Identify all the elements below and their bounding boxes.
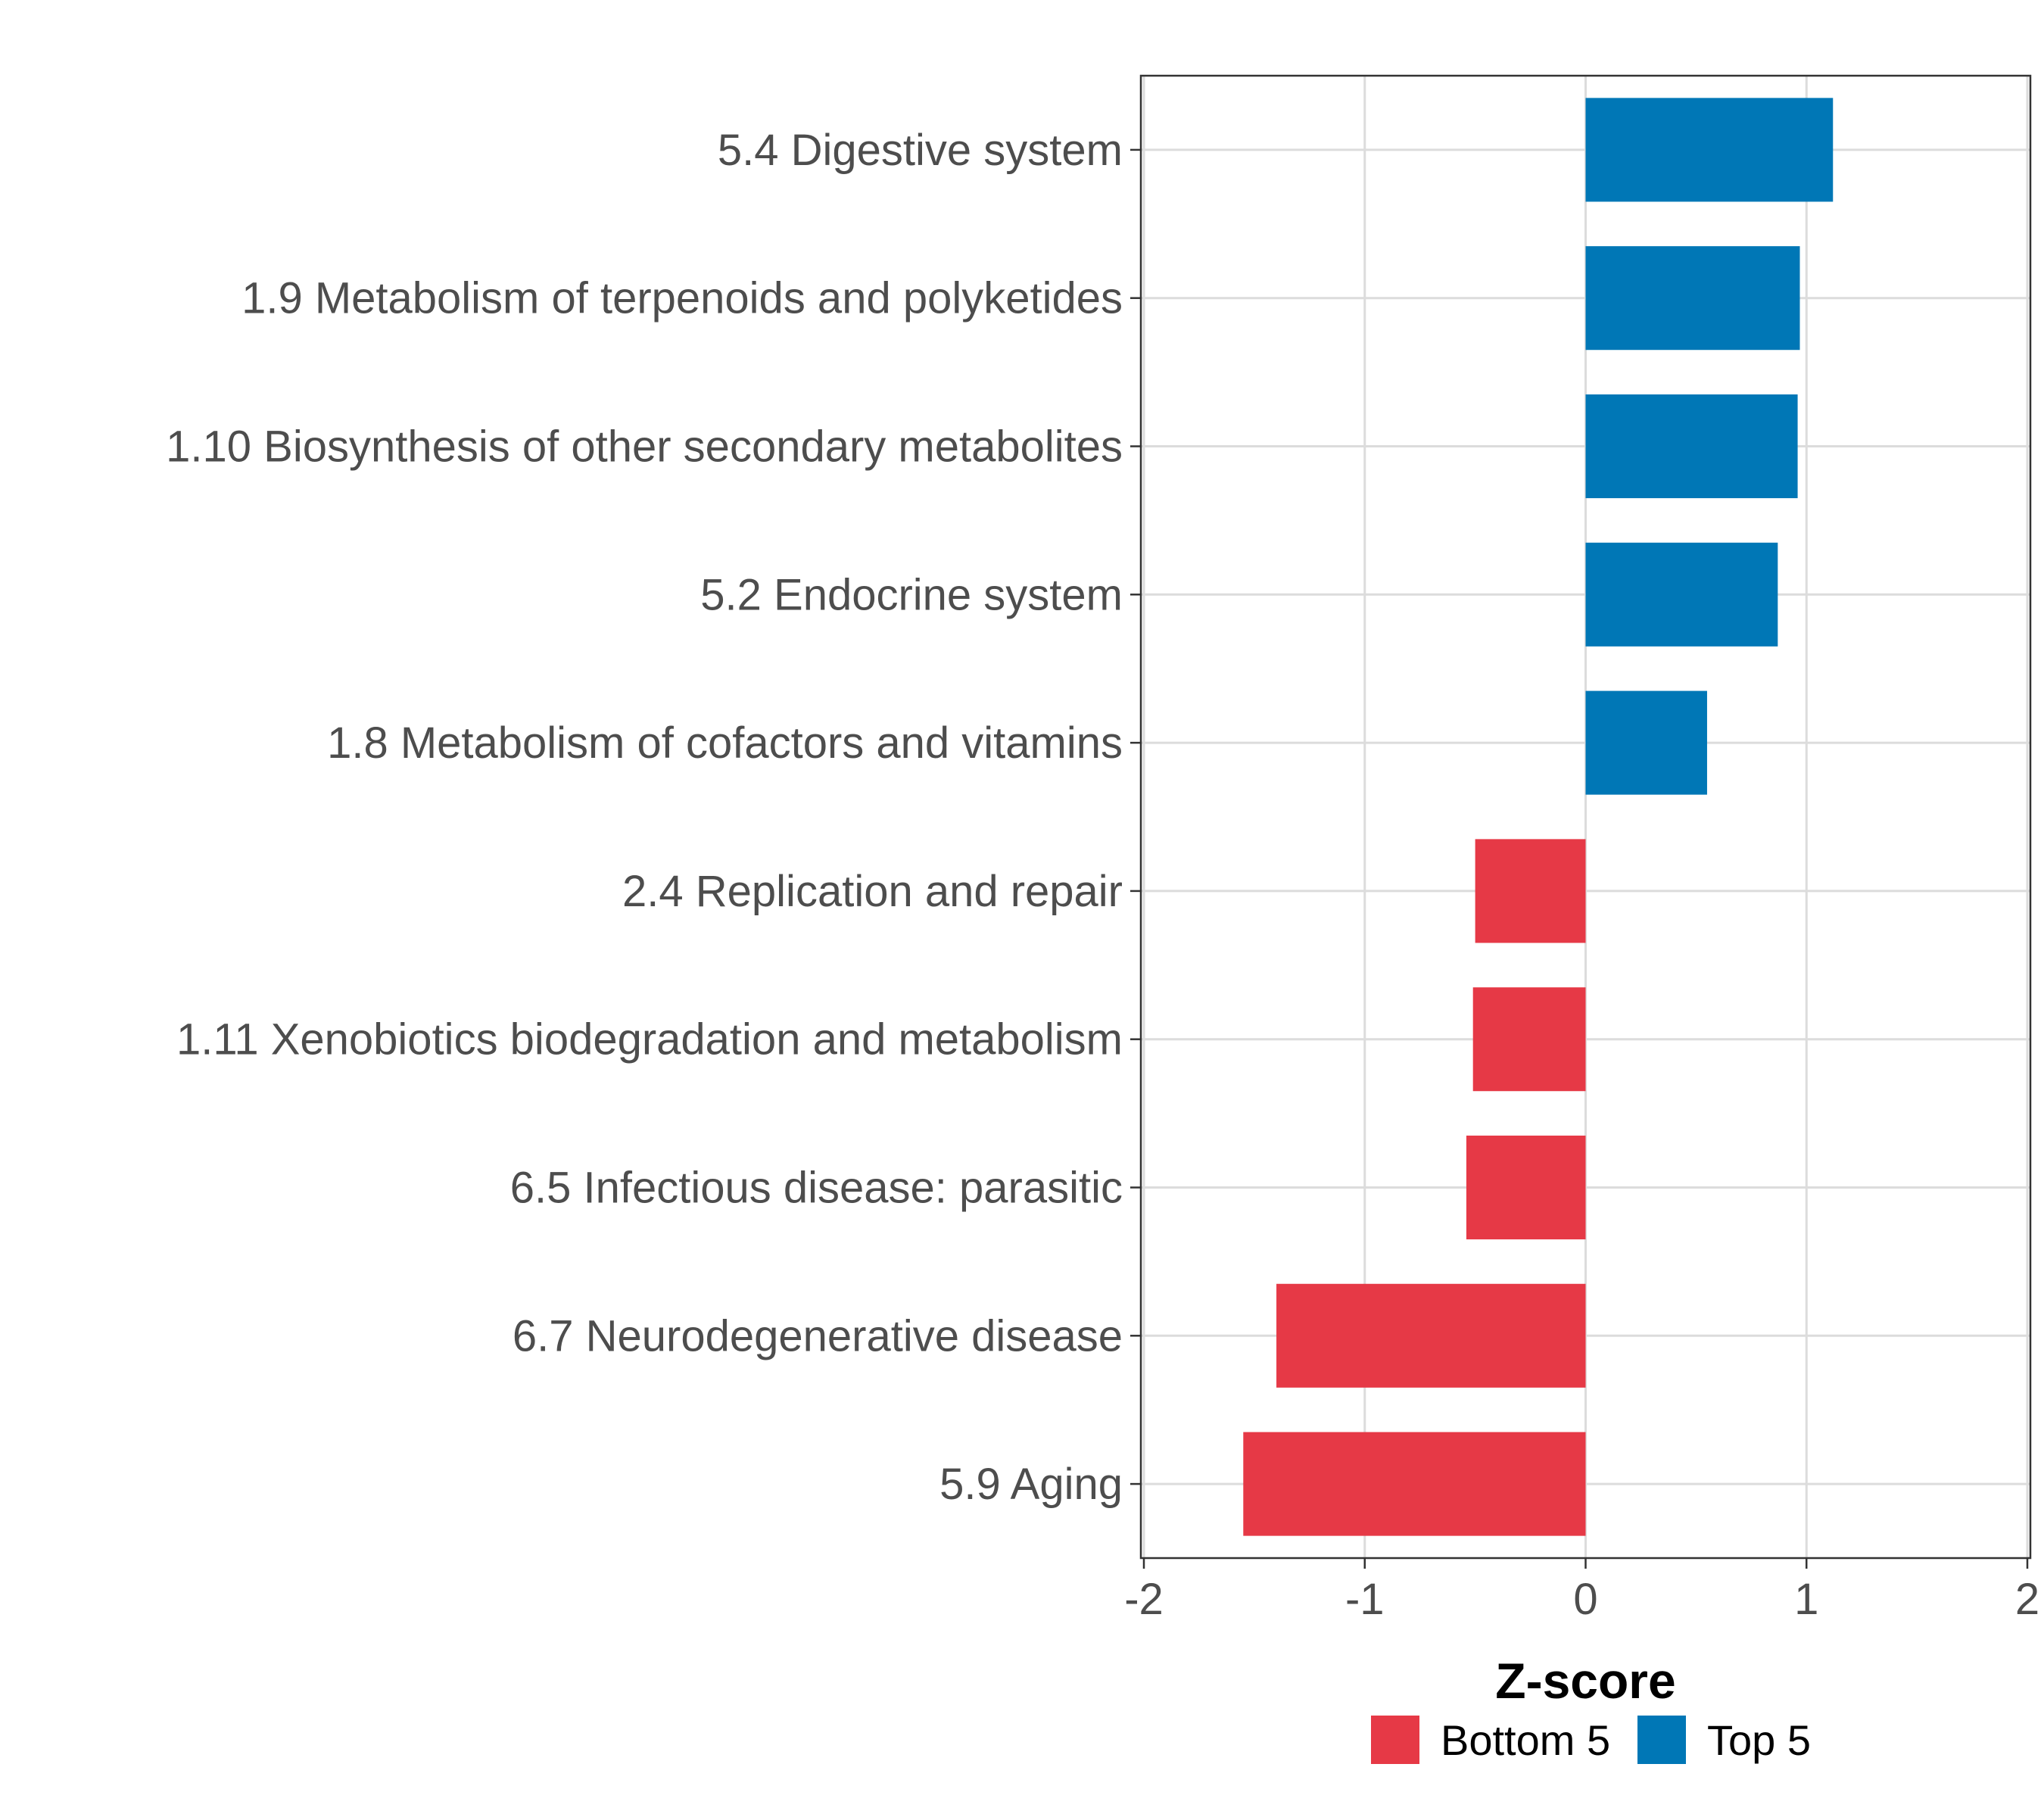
legend-swatch (1371, 1716, 1419, 1764)
y-tick-label: 1.8 Metabolism of cofactors and vitamins (327, 718, 1123, 768)
y-tick-label: 1.11 Xenobiotics biodegradation and meta… (176, 1015, 1123, 1064)
y-axis: 5.4 Digestive system 1.9 Metabolism of te… (166, 126, 1141, 1509)
bar (1472, 987, 1586, 1092)
x-tick-label: 2 (2015, 1575, 2039, 1624)
y-tick-label: 1.10 Biosynthesis of other secondary met… (166, 422, 1123, 472)
y-tick-label: 2.4 Replication and repair (622, 867, 1123, 916)
x-tick-label: 0 (1573, 1575, 1597, 1624)
bar (1585, 98, 1834, 202)
x-tick-label: -1 (1345, 1575, 1385, 1624)
bar (1585, 394, 1798, 499)
bar (1585, 246, 1800, 351)
bar (1243, 1432, 1586, 1536)
bars (1243, 98, 1834, 1536)
y-tick-label: 6.5 Infectious disease: parasitic (510, 1164, 1123, 1213)
x-tick-label: 1 (1794, 1575, 1818, 1624)
y-tick-label: 5.2 Endocrine system (700, 570, 1123, 619)
bar (1475, 839, 1586, 943)
bar (1276, 1283, 1586, 1388)
y-tick-label: 1.9 Metabolism of terpenoids and polyket… (241, 274, 1123, 323)
x-tick-label: -2 (1124, 1575, 1164, 1624)
bar (1585, 542, 1778, 647)
x-axis-title: Z-score (1495, 1653, 1675, 1709)
legend-label: Top 5 (1707, 1716, 1811, 1764)
legend-label: Bottom 5 (1441, 1716, 1610, 1764)
x-axis: -2 -1 0 1 2 (1124, 1558, 2039, 1624)
bar (1585, 690, 1707, 795)
y-tick-label: 6.7 Neurodegenerative disease (513, 1311, 1123, 1360)
y-tick-label: 5.9 Aging (939, 1460, 1123, 1509)
legend-swatch (1637, 1716, 1686, 1764)
legend: Bottom 5 Top 5 (1371, 1716, 1811, 1764)
y-tick-label: 5.4 Digestive system (718, 126, 1123, 175)
bar (1466, 1135, 1586, 1240)
